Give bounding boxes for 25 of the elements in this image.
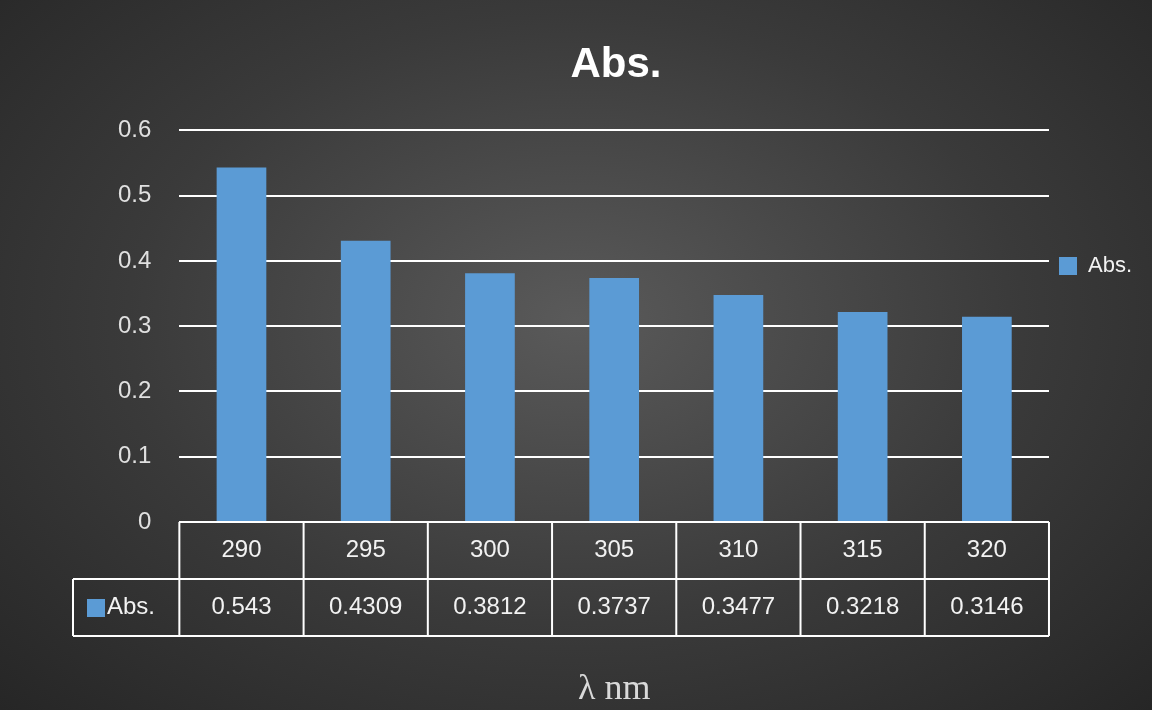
data-label: 0.3737 — [577, 592, 651, 620]
data-label: 0.3812 — [453, 592, 527, 620]
y-tick-label: 0.4 — [117, 245, 152, 273]
data-label: 0.3218 — [825, 592, 900, 620]
x-tick-label: 305 — [594, 535, 635, 563]
data-label: 0.3477 — [701, 592, 776, 620]
x-tick-label: 320 — [966, 535, 1007, 563]
x-axis-title: λ nm — [577, 667, 651, 708]
x-tick-label: 290 — [221, 535, 262, 563]
data-label: 0.3146 — [950, 592, 1024, 620]
y-tick-label: 0.3 — [117, 310, 152, 338]
y-tick-label: 0.2 — [117, 376, 152, 404]
y-tick-label: 0.1 — [117, 441, 152, 469]
y-tick-label: 0 — [138, 506, 152, 534]
text: Abs. — [107, 592, 156, 620]
y-tick-label: 0.5 — [117, 180, 152, 208]
data-label: 0.4309 — [329, 592, 403, 620]
data-label: 0.543 — [211, 592, 272, 620]
y-tick-label: 0.6 — [117, 115, 152, 143]
x-tick-label: 295 — [345, 535, 386, 563]
legend-label: Abs. — [1087, 252, 1133, 278]
x-tick-label: 315 — [842, 535, 883, 563]
chart-title: Abs. — [570, 38, 662, 86]
x-tick-label: 310 — [718, 535, 759, 563]
x-tick-label: 300 — [469, 535, 510, 563]
